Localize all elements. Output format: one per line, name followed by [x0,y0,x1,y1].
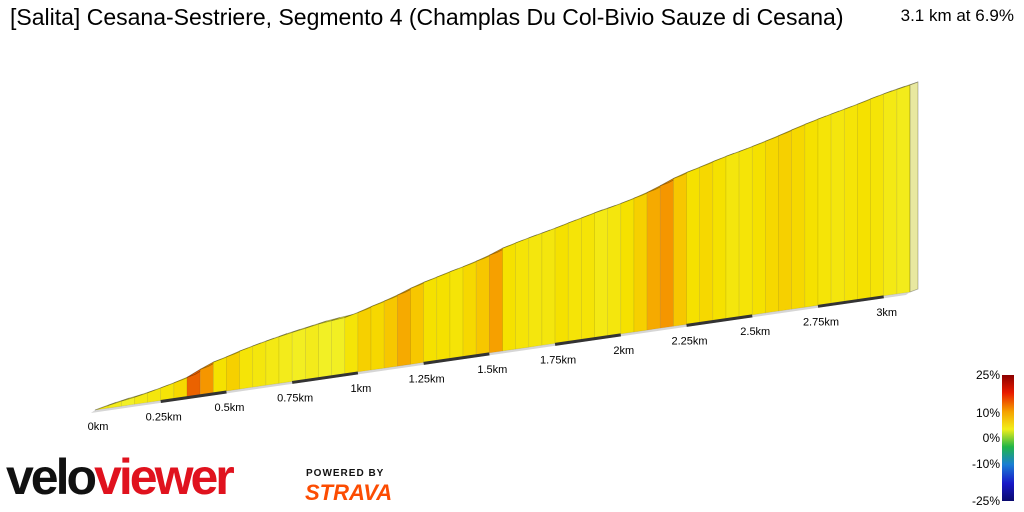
profile-segment [397,287,411,367]
profile-segment [594,207,608,339]
veloviewer-logo-part2: viewer [94,449,235,505]
profile-segment [646,185,661,331]
profile-segment [370,300,385,371]
x-tick-label: 0.25km [146,411,182,423]
profile-segment [305,323,319,380]
profile-segment [830,108,845,304]
profile-segment [502,242,516,352]
profile-segment [291,327,306,382]
profile-segment [278,331,293,384]
profile-segment [226,350,240,392]
x-tick-label: 0.5km [214,402,244,414]
x-tick-label: 0km [88,421,109,433]
profile-end-cap [909,81,919,293]
x-tick-label: 1.25km [409,373,445,385]
legend-label-minus-10: -10% [971,457,1000,471]
profile-segment [423,276,438,363]
profile-segment [778,129,792,312]
profile-segment [239,345,254,390]
profile-segment [896,84,911,295]
profile-segment [331,317,346,377]
profile-segment [554,222,569,344]
profile-segment [791,123,806,310]
legend-label-10: 10% [975,406,1000,420]
axis-segment [291,371,359,384]
profile-segment [252,340,267,388]
profile-segment [581,212,595,340]
segment-summary: 3.1 km at 6.9% [900,6,1014,25]
axis-segment [423,352,490,365]
x-tick-label: 1.5km [477,364,507,376]
axis-segment [554,333,622,346]
profile-segment [475,254,490,356]
profile-segment [857,98,871,300]
profile-segment [607,203,622,337]
legend-label-minus-25: -25% [971,494,1000,508]
veloviewer-logo: veloviewer [6,449,235,505]
legend-label-0: 0% [982,431,1000,445]
x-tick-label: 3km [876,307,897,319]
profile-segment [344,312,359,375]
profile-segment [738,146,753,318]
profile-segment [765,135,779,314]
profile-segment [804,118,819,308]
profile-segment [725,151,740,319]
x-tick-label: 2.25km [671,335,707,347]
axis-segment [686,314,753,327]
profile-segment [712,155,727,321]
profile-segment [357,306,372,373]
profile-segment [528,232,543,348]
profile-segment [751,140,766,316]
profile-segment [541,227,556,346]
profile-segment [383,294,398,369]
profile-segment [883,88,898,297]
legend-label-25: 25% [975,368,1000,382]
profile-segment [318,320,332,378]
chart-title: [Salita] Cesana-Sestriere, Segmento 4 (C… [10,4,844,30]
x-tick-label: 1.75km [540,354,576,366]
profile-segment [489,247,503,354]
axis-segment [160,390,227,403]
powered-by-label: POWERED BY [306,468,385,479]
profile-segment [620,197,635,335]
profile-segment [462,260,477,358]
profile-segment [436,271,451,361]
profile-segment [265,336,280,386]
profile-segment [699,161,714,323]
x-tick-label: 0.75km [277,392,313,404]
profile-segment [686,166,700,325]
profile-segment [515,237,530,350]
gradient-legend: 25% 10% 0% -10% -25% [962,368,1024,510]
profile-segment [870,93,885,299]
strava-logo: STRAVA [305,480,393,505]
profile-segment [449,266,464,359]
legend-color-bar [1002,375,1014,501]
profile-segment [673,172,687,327]
profile-segment [843,103,858,302]
profile-segment [633,192,648,333]
profile-segment [817,113,832,306]
profile-segment [567,217,582,342]
axis-segment [817,295,884,308]
x-tick-label: 2.5km [740,326,770,338]
veloviewer-logo-part1: velo [6,449,97,505]
x-tick-label: 2.75km [803,316,839,328]
profile-segment [213,356,227,394]
x-tick-label: 2km [613,345,634,357]
x-tick-label: 1km [351,383,372,395]
profile-segment [659,177,674,329]
profile-segment [410,281,424,365]
